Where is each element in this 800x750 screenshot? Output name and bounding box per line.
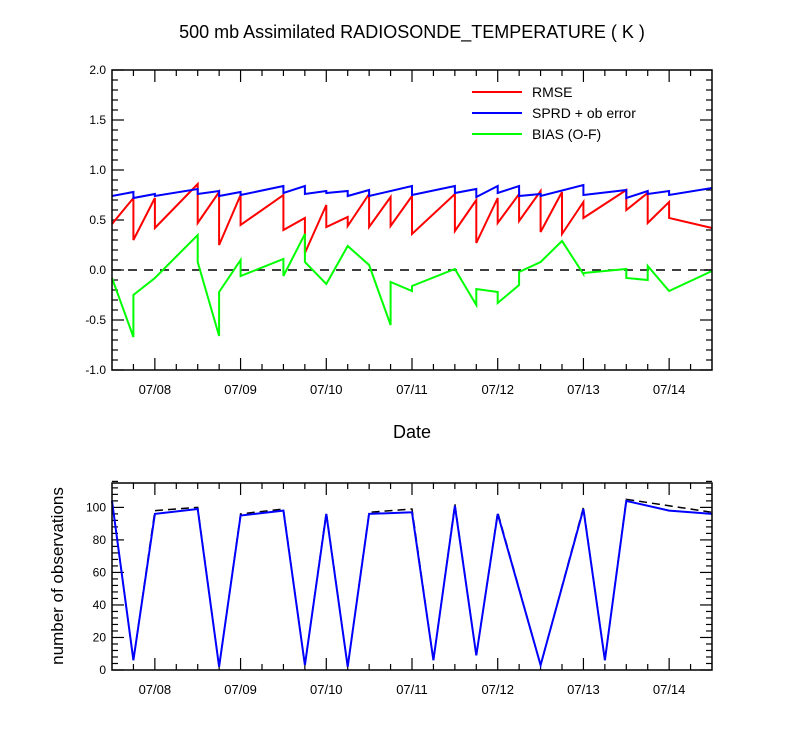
y-tick-label: 20 (93, 630, 107, 644)
series-line-sprd-ob-error (111, 183, 713, 200)
y-tick-label: 100 (86, 500, 106, 514)
y-tick-label: 1.5 (89, 113, 106, 127)
y-tick-label: 0 (99, 663, 106, 677)
y-tick-label: 80 (93, 533, 107, 547)
x-tick-label: 07/10 (310, 382, 343, 397)
y-tick-label: 0.5 (89, 213, 106, 227)
x-tick-label: 07/08 (139, 682, 172, 697)
series-line-rmse (111, 181, 713, 254)
y-tick-label: 60 (93, 565, 107, 579)
x-tick-label: 07/13 (567, 382, 600, 397)
x-tick-label: 07/09 (224, 682, 257, 697)
top-plot-frame (111, 69, 713, 371)
bottom-plot-frame (111, 482, 713, 671)
x-tick-label: 07/14 (653, 682, 686, 697)
top-axis-ticks: 07/08 07/09 07/10 07/11 07/12 07/13 07/14 -1.0 -… (85, 63, 712, 397)
bottom-axis-ticks: 07/08 07/09 07/10 07/11 07/12 07/13 07/14 0 20 40… (86, 480, 712, 697)
y-tick-label: 40 (93, 598, 107, 612)
top-series-group (111, 181, 713, 338)
y-tick-label: -0.5 (85, 313, 106, 327)
x-tick-label: 07/10 (310, 682, 343, 697)
bias-rmse-chart: 500 mb Assimilated RADIOSONDE_TEMPERATUR… (85, 22, 713, 442)
series-line-observations-assimilated (111, 499, 713, 669)
legend-label: SPRD + ob error (532, 105, 636, 121)
y-tick-label: 1.0 (89, 163, 106, 177)
chart-title: 500 mb Assimilated RADIOSONDE_TEMPERATUR… (179, 22, 645, 43)
x-tick-label: 07/09 (224, 382, 257, 397)
x-tick-label: 07/13 (567, 682, 600, 697)
y-tick-label: 2.0 (89, 63, 106, 77)
y-tick-label: 0.0 (89, 263, 106, 277)
legend: RMSE SPRD + ob error BIAS (O-F) (472, 84, 636, 142)
bottom-series-group (111, 498, 713, 669)
x-axis-label: Date (393, 422, 431, 442)
x-tick-label: 07/11 (396, 382, 428, 397)
legend-label: BIAS (O-F) (532, 126, 601, 142)
x-tick-label: 07/08 (139, 382, 172, 397)
y-tick-label: -1.0 (85, 363, 106, 377)
observations-chart: 07/08 07/09 07/10 07/11 07/12 07/13 07/14 0 20 40… (48, 480, 713, 697)
x-tick-label: 07/12 (481, 382, 514, 397)
x-tick-label: 07/14 (653, 382, 686, 397)
legend-label: RMSE (532, 84, 572, 100)
x-tick-label: 07/12 (481, 682, 514, 697)
y-axis-label: number of observations (48, 487, 67, 665)
series-line-observations-possible (111, 498, 713, 668)
series-line-bias-o-f (111, 232, 713, 338)
x-tick-label: 07/11 (396, 682, 428, 697)
